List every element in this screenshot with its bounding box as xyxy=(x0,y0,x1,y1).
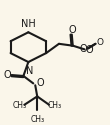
Text: O: O xyxy=(36,78,44,88)
Text: O: O xyxy=(86,45,93,55)
Text: N: N xyxy=(26,66,33,76)
Text: CH₃: CH₃ xyxy=(30,115,44,124)
Text: NH: NH xyxy=(21,19,36,29)
Text: CH₃: CH₃ xyxy=(12,101,27,110)
Text: O: O xyxy=(4,70,11,80)
Text: O: O xyxy=(97,38,104,47)
Text: O: O xyxy=(80,44,87,54)
Text: O: O xyxy=(69,25,77,35)
Text: CH₃: CH₃ xyxy=(48,101,62,110)
